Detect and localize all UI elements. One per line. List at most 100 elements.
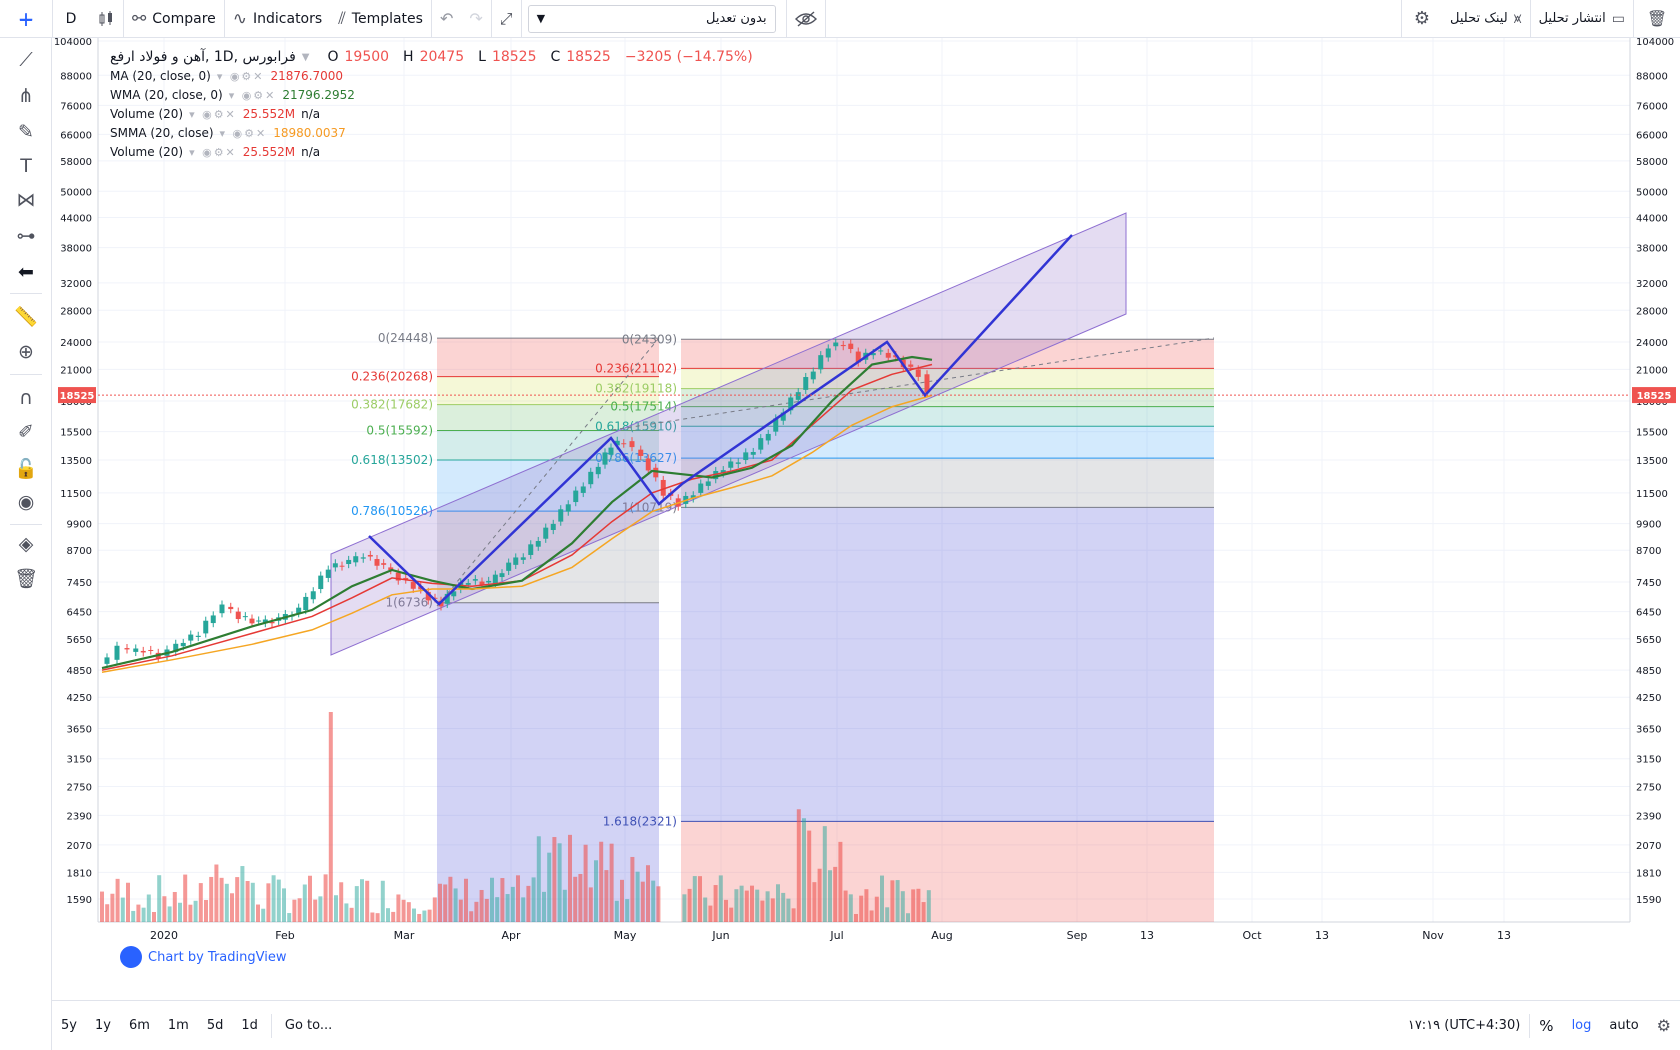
study-name: Volume (20) xyxy=(110,107,184,121)
remove-drawings-icon[interactable]: 🗑 xyxy=(13,567,39,590)
templates-button[interactable]: ⫽ Templates xyxy=(330,0,431,38)
pattern-icon[interactable]: ⋈ xyxy=(16,189,36,211)
goto-button[interactable]: Go to... xyxy=(284,1018,333,1033)
candle-body xyxy=(885,352,891,358)
candle-body xyxy=(660,479,666,496)
volume-bar xyxy=(448,876,453,922)
volume-bar xyxy=(474,901,479,922)
auto-toggle[interactable]: auto xyxy=(1609,1018,1639,1033)
study-legend-row[interactable]: WMA (20, close, 0) ▾ ◉⚙✕ 21796.2952 xyxy=(110,86,753,105)
volume-bar xyxy=(796,809,801,922)
lock-icon[interactable]: 🔓 xyxy=(14,457,38,480)
chart-type-icon[interactable] xyxy=(89,0,123,38)
candle-body xyxy=(543,527,549,539)
eye-icon[interactable]: ◉ xyxy=(17,491,35,513)
crosshair-tool-icon[interactable]: + xyxy=(18,9,34,31)
price-tick-left: 11500 xyxy=(60,489,92,500)
back-arrow-icon[interactable]: ⬅ xyxy=(18,261,34,283)
log-toggle[interactable]: log xyxy=(1571,1018,1592,1033)
study-legend-row[interactable]: Volume (20) ▾ ◉⚙✕ 25.552M n/a xyxy=(110,105,753,124)
publish-analysis-button[interactable]: انتشار تحلیل ▭ xyxy=(1531,0,1633,38)
candle-body xyxy=(750,452,756,455)
stay-drawing-icon[interactable]: ✐ xyxy=(18,421,34,443)
range-1m[interactable]: 1m xyxy=(167,1018,189,1033)
candle-body xyxy=(374,559,380,566)
tradingview-watermark[interactable]: Chart by TradingView xyxy=(120,946,286,968)
volume-bar xyxy=(583,844,588,922)
price-chart[interactable]: 104000 104000 88000 88000 76000 76000 66000 660… xyxy=(52,37,1680,998)
crosshair-icon[interactable]: + xyxy=(17,6,35,31)
candle-body xyxy=(479,581,485,585)
range-5y[interactable]: 5y xyxy=(61,1018,77,1033)
settings-icon[interactable]: ⚙ xyxy=(1413,8,1431,29)
study-controls-icon[interactable]: ▾ ◉⚙✕ xyxy=(189,146,237,159)
range-1d[interactable]: 1d xyxy=(241,1018,258,1033)
brush-icon[interactable]: ✎ xyxy=(18,121,34,143)
chart-settings-icon[interactable]: ⚙ xyxy=(1656,1016,1671,1035)
study-legend-row[interactable]: MA (20, close, 0) ▾ ◉⚙✕ 21876.7000 xyxy=(110,67,753,86)
compare-button[interactable]: ⚯ Compare xyxy=(124,0,224,38)
volume-bar xyxy=(386,908,390,922)
study-value: 21876.7000 xyxy=(270,69,344,83)
volume-bar xyxy=(568,834,572,922)
legend-chevron-icon[interactable]: ▼ xyxy=(301,52,310,63)
share-icon: ⩙ xyxy=(1513,10,1522,27)
time-tick-label: Aug xyxy=(931,929,952,942)
pitchfork-icon[interactable]: ⋔ xyxy=(18,85,34,107)
interval-button[interactable]: D xyxy=(65,10,77,27)
chart-area[interactable]: 104000 104000 88000 88000 76000 76000 66000 660… xyxy=(52,37,1680,998)
top-toolbar: + D ⚯ Compare ∿ Indicators ⫽ Templates ↶… xyxy=(0,0,1680,38)
timezone-clock[interactable]: ۱۷:۱۹ (UTC+4:30) xyxy=(1407,1018,1521,1033)
indicators-button[interactable]: ∿ Indicators xyxy=(225,0,330,38)
link-analysis-button[interactable]: لینک تحلیل ⩙ xyxy=(1442,0,1530,38)
volume-bar xyxy=(744,890,749,922)
layers-icon[interactable]: ◈ xyxy=(18,533,34,555)
study-controls-icon[interactable]: ▾ ◉⚙✕ xyxy=(219,127,268,140)
undo-icon[interactable]: ↶ xyxy=(439,9,454,28)
forecast-icon[interactable]: ⊶ xyxy=(16,225,36,247)
time-tick-label: Nov xyxy=(1422,929,1444,942)
magnet-icon[interactable]: ∩ xyxy=(19,387,33,409)
study-value: 21796.2952 xyxy=(282,88,355,102)
candle-body xyxy=(180,642,186,647)
hide-drawings-icon[interactable] xyxy=(787,0,825,38)
volume-bar xyxy=(313,899,318,922)
redo-icon[interactable]: ↷ xyxy=(469,9,483,28)
volume-bar xyxy=(464,878,468,922)
fib-level-label-right: 0.382(19118) xyxy=(595,382,677,396)
ruler-icon[interactable]: 📏 xyxy=(14,305,38,328)
candle-body xyxy=(388,567,394,571)
fib-level-label-left: 1(6736) xyxy=(385,596,433,610)
fib-band-right xyxy=(681,426,1214,459)
open-value: 19500 xyxy=(344,49,390,65)
price-tick-left: 58000 xyxy=(60,157,92,168)
price-tick-right: 32000 xyxy=(1636,279,1668,290)
symbol-title[interactable]: فرابورس ,1D ,آهن و فولاد ارفع xyxy=(110,49,296,65)
study-legend-row[interactable]: Volume (20) ▾ ◉⚙✕ 25.552M n/a xyxy=(110,143,753,162)
text-tool-icon[interactable]: T xyxy=(20,155,32,177)
range-1y[interactable]: 1y xyxy=(94,1018,111,1033)
trash-icon[interactable]: 🗑 xyxy=(1646,9,1668,28)
study-controls-icon[interactable]: ▾ ◉⚙✕ xyxy=(228,89,277,102)
candle-body xyxy=(908,364,914,367)
candle-body xyxy=(296,607,302,614)
volume-bar xyxy=(370,912,375,922)
range-6m[interactable]: 6m xyxy=(128,1018,150,1033)
candle-body xyxy=(528,544,534,555)
trend-line-icon[interactable]: ⟋ xyxy=(19,49,33,71)
study-controls-icon[interactable]: ▾ ◉⚙✕ xyxy=(189,108,237,121)
zoom-in-icon[interactable]: ⊕ xyxy=(18,341,34,363)
volume-bar xyxy=(698,876,702,922)
study-controls-icon[interactable]: ▾ ◉⚙✕ xyxy=(216,70,265,83)
symbol-search-box[interactable]: ▼ بدون تعدیل xyxy=(527,4,776,33)
volume-bar xyxy=(895,880,900,922)
percent-toggle[interactable]: % xyxy=(1539,1016,1554,1035)
fib-level-label-right: 0.236(21102) xyxy=(595,361,677,375)
volume-bar xyxy=(230,893,234,922)
fullscreen-icon[interactable]: ⤢ xyxy=(499,8,513,28)
study-legend-row[interactable]: SMMA (20, close) ▾ ◉⚙✕ 18980.0037 xyxy=(110,124,753,143)
volume-bar xyxy=(432,897,437,922)
range-5d[interactable]: 5d xyxy=(206,1018,224,1033)
candle-body xyxy=(269,621,275,624)
volume-bar xyxy=(739,885,744,922)
